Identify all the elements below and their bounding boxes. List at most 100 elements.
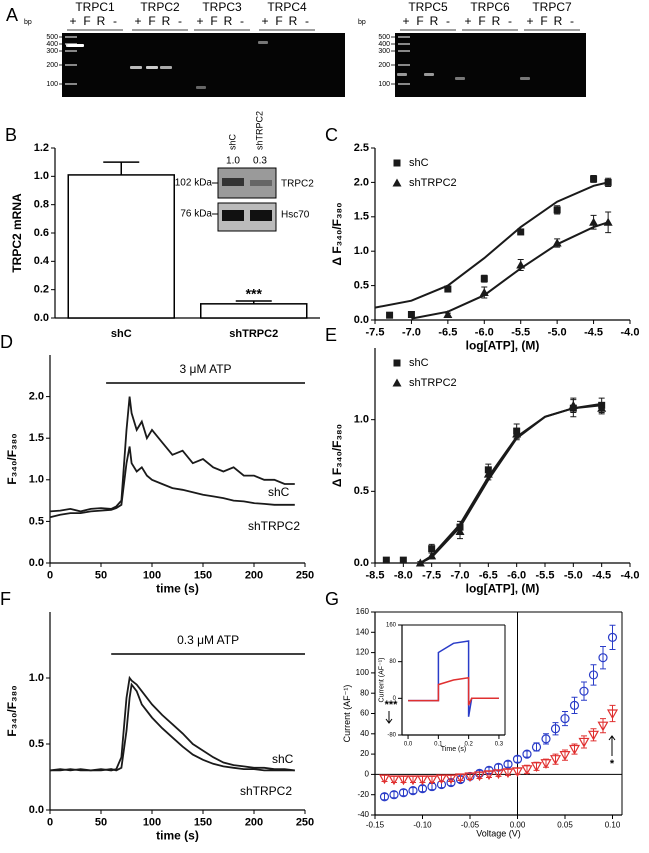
x-axis-label: log[ATP], (M) xyxy=(466,339,540,353)
marker xyxy=(597,721,609,732)
y-tick-label: 80 xyxy=(389,659,396,665)
error-bar xyxy=(103,161,140,175)
marker xyxy=(521,765,533,776)
x-tick-label: -7.0 xyxy=(451,570,470,582)
y-tick-label: 0.6 xyxy=(34,227,49,239)
y-tick-label: 1.5 xyxy=(354,211,369,223)
y-tick-label: -80 xyxy=(387,733,396,739)
y-tick-label: 60 xyxy=(360,709,369,718)
gel xyxy=(395,33,586,97)
x-tick-label: 100 xyxy=(143,817,161,829)
ladder-label: 500 xyxy=(46,34,58,41)
lane-label: shTRPC2 xyxy=(254,111,264,150)
marker xyxy=(435,774,448,785)
ladder-band xyxy=(398,43,410,45)
y-tick-label: 0 xyxy=(365,770,370,779)
marker xyxy=(407,775,419,786)
y-tick-label: 100 xyxy=(356,668,370,677)
ladder-band xyxy=(398,36,410,38)
trace xyxy=(50,682,295,772)
lane-label: F xyxy=(210,14,217,28)
y-axis-label: TRPC2 mRNA xyxy=(10,193,24,273)
y-tick-label: 0.0 xyxy=(29,804,44,816)
marker xyxy=(455,526,465,535)
lane-label: R xyxy=(430,14,439,28)
marker xyxy=(607,632,618,642)
x-tick-label: -6.0 xyxy=(475,327,494,339)
marker xyxy=(541,734,551,744)
y-tick-label: 2.0 xyxy=(354,176,369,188)
lane-label: R xyxy=(554,14,563,28)
marker xyxy=(416,775,429,786)
lane-label: - xyxy=(508,14,512,28)
lane-label: F xyxy=(148,14,155,28)
x-tick-label: -4.0 xyxy=(621,570,640,582)
lane-label: - xyxy=(113,14,117,28)
stimulus-label: 0.3 μM ATP xyxy=(177,633,239,647)
marker xyxy=(480,275,488,283)
y-axis-label: F₃₄₀/F₃₈₀ xyxy=(5,685,19,736)
panel-label: D xyxy=(0,332,13,352)
ladder-band xyxy=(65,64,77,66)
lane-label: F xyxy=(83,14,90,28)
marker xyxy=(587,730,600,741)
legend-label: shC xyxy=(409,357,429,369)
marker xyxy=(398,788,409,798)
lane-label: + xyxy=(402,14,409,28)
y-tick-label: 0.0 xyxy=(34,312,49,324)
ratio-label: 1.0 xyxy=(226,156,240,167)
marker xyxy=(522,749,532,759)
ladder-band xyxy=(65,36,77,38)
lane-label: - xyxy=(178,14,182,28)
band xyxy=(146,66,158,69)
y-tick-label: 1.0 xyxy=(354,245,369,257)
ladder-band xyxy=(398,64,410,66)
band xyxy=(455,77,465,80)
x-tick-label: shTRPC2 xyxy=(229,328,278,340)
error-bar xyxy=(600,646,606,670)
marker xyxy=(388,775,400,786)
x-tick-label: 50 xyxy=(95,817,107,829)
x-tick-label: -7.5 xyxy=(366,327,385,339)
lane-label: - xyxy=(305,14,309,28)
marker xyxy=(502,768,514,779)
y-tick-label: 120 xyxy=(356,648,370,657)
y-tick-label: 80 xyxy=(360,688,369,697)
bar xyxy=(67,174,175,319)
marker xyxy=(492,769,505,780)
trace-label: shC xyxy=(268,485,290,499)
x-tick-label: -5.0 xyxy=(548,327,567,339)
x-tick-label: -5.5 xyxy=(511,327,530,339)
y-tick-label: 0.0 xyxy=(354,314,369,326)
marker xyxy=(568,744,581,755)
x-tick-label: 0.0 xyxy=(404,741,413,747)
marker xyxy=(408,786,418,796)
ladder-label: 100 xyxy=(46,81,58,88)
panel-label: C xyxy=(325,125,338,145)
x-tick-label: -4.0 xyxy=(621,327,640,339)
lane-label: + xyxy=(134,14,141,28)
marker xyxy=(604,178,612,186)
lane-label: shC xyxy=(227,133,237,150)
marker xyxy=(569,700,580,710)
error-bar xyxy=(235,300,272,304)
marker xyxy=(443,309,453,318)
y-axis-label: Current (AF⁻¹) xyxy=(342,685,352,743)
lane-label: R xyxy=(492,14,501,28)
lane-group: TRPC3 xyxy=(202,0,242,14)
marker xyxy=(516,260,526,269)
marker xyxy=(393,159,401,167)
marker xyxy=(399,556,407,564)
x-tick-label: -0.10 xyxy=(413,821,432,830)
marker xyxy=(415,558,425,567)
y-tick-label: 0.4 xyxy=(34,255,50,267)
marker xyxy=(511,767,524,778)
band xyxy=(424,73,434,76)
lane-label: R xyxy=(289,14,298,28)
marker xyxy=(603,217,613,226)
ladder-band xyxy=(398,50,410,52)
y-tick-label: 1.0 xyxy=(29,672,44,684)
band xyxy=(520,77,530,80)
y-tick-label: 0 xyxy=(393,696,397,702)
